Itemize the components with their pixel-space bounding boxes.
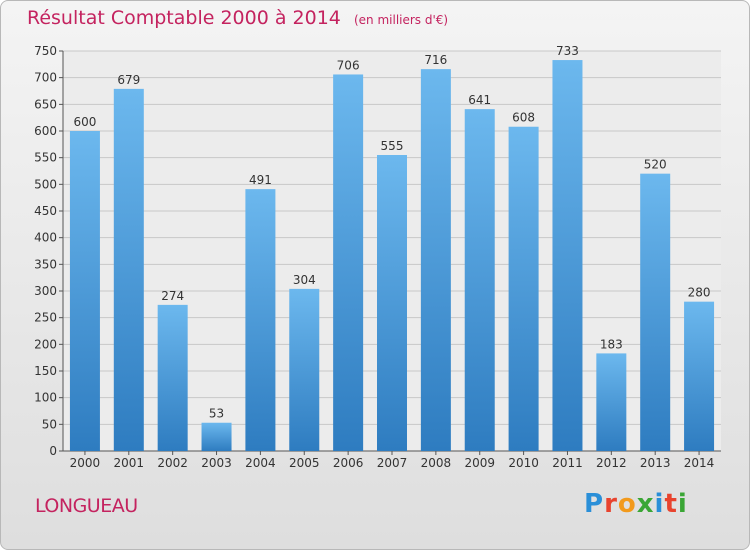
x-tick-label: 2013 bbox=[640, 456, 671, 470]
logo-letter: t bbox=[664, 489, 678, 519]
bar-value-label: 555 bbox=[381, 139, 404, 153]
bar-value-label: 520 bbox=[644, 158, 667, 172]
bar-value-label: 600 bbox=[73, 115, 96, 129]
y-tick-label: 200 bbox=[34, 337, 57, 351]
chart-title: Résultat Comptable 2000 à 2014 (en milli… bbox=[27, 7, 448, 29]
logo-letter: r bbox=[604, 489, 618, 519]
bar-value-label: 304 bbox=[293, 273, 316, 287]
bar bbox=[157, 304, 188, 451]
proxiti-logo: Proxiti bbox=[584, 489, 688, 519]
logo-letter: i bbox=[654, 489, 665, 519]
bar bbox=[684, 301, 715, 451]
location-label: LONGUEAU bbox=[35, 495, 138, 517]
bar-value-label: 53 bbox=[209, 407, 224, 421]
y-tick-label: 550 bbox=[34, 151, 57, 165]
y-tick-label: 750 bbox=[34, 44, 57, 58]
bar bbox=[289, 288, 320, 451]
bar-value-label: 183 bbox=[600, 337, 623, 351]
bar-value-label: 641 bbox=[468, 93, 491, 107]
bar-value-label: 679 bbox=[117, 73, 140, 87]
x-tick-label: 2011 bbox=[552, 456, 583, 470]
x-tick-label: 2001 bbox=[114, 456, 145, 470]
x-tick-label: 2012 bbox=[596, 456, 627, 470]
x-tick-label: 2000 bbox=[70, 456, 101, 470]
y-tick-label: 150 bbox=[34, 364, 57, 378]
logo-letter: x bbox=[636, 489, 655, 519]
bar bbox=[245, 189, 276, 451]
bar bbox=[464, 109, 495, 451]
y-tick-label: 700 bbox=[34, 71, 57, 85]
bar-value-label: 608 bbox=[512, 111, 535, 125]
bar bbox=[377, 155, 407, 451]
bar bbox=[552, 60, 583, 452]
x-tick-label: 2007 bbox=[377, 456, 408, 470]
y-tick-label: 250 bbox=[34, 311, 57, 325]
x-tick-label: 2003 bbox=[201, 456, 232, 470]
x-tick-label: 2004 bbox=[245, 456, 276, 470]
y-tick-label: 100 bbox=[34, 391, 57, 405]
y-tick-label: 450 bbox=[34, 204, 57, 218]
chart-title-main: Résultat Comptable 2000 à 2014 bbox=[27, 7, 341, 29]
bar bbox=[333, 74, 364, 451]
x-tick-label: 2006 bbox=[333, 456, 364, 470]
logo-letter: i bbox=[677, 489, 688, 519]
bar-value-label: 733 bbox=[556, 44, 579, 58]
bar bbox=[420, 69, 451, 451]
logo-letter: P bbox=[584, 489, 605, 519]
x-tick-label: 2008 bbox=[421, 456, 452, 470]
chart-title-unit: (en milliers d'€) bbox=[353, 13, 449, 27]
bar bbox=[69, 131, 100, 451]
x-tick-label: 2014 bbox=[684, 456, 715, 470]
bar-value-label: 491 bbox=[249, 173, 272, 187]
bar bbox=[508, 126, 539, 451]
x-tick-label: 2002 bbox=[157, 456, 188, 470]
x-tick-label: 2009 bbox=[464, 456, 495, 470]
y-tick-label: 500 bbox=[34, 177, 57, 191]
y-tick-label: 0 bbox=[49, 444, 57, 458]
bar bbox=[596, 353, 627, 451]
bar-value-label: 716 bbox=[424, 53, 447, 67]
bar bbox=[640, 173, 671, 451]
y-tick-label: 600 bbox=[34, 124, 57, 138]
bar-value-label: 274 bbox=[161, 289, 184, 303]
y-tick-label: 650 bbox=[34, 97, 57, 111]
bar-value-label: 706 bbox=[337, 58, 360, 72]
y-tick-label: 300 bbox=[34, 284, 57, 298]
bar bbox=[201, 422, 232, 451]
x-tick-label: 2005 bbox=[289, 456, 320, 470]
y-tick-label: 350 bbox=[34, 257, 57, 271]
y-tick-label: 50 bbox=[42, 417, 57, 431]
bar bbox=[113, 88, 144, 451]
x-tick-label: 2010 bbox=[508, 456, 539, 470]
y-tick-label: 400 bbox=[34, 231, 57, 245]
bar-value-label: 280 bbox=[688, 286, 711, 300]
logo-letter: o bbox=[617, 489, 637, 519]
